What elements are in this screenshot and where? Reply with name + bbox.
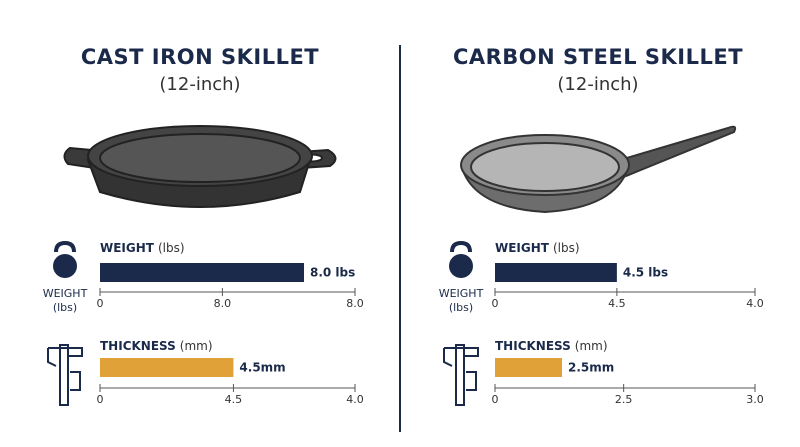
chart-title-text: WEIGHT xyxy=(495,241,550,255)
chart-title-text: THICKNESS xyxy=(100,339,176,353)
panel-subtitle: (12-inch) xyxy=(557,74,638,95)
x-tick-label: 4.0 xyxy=(346,393,364,406)
carbon-steel-pan xyxy=(460,125,737,214)
chart-unit: (lbs) xyxy=(158,241,185,255)
x-tick-label: 4.0 xyxy=(746,297,764,310)
chart-title: WEIGHT (lbs) xyxy=(495,241,580,255)
chart-unit: (mm) xyxy=(575,339,608,353)
cast-iron-pan xyxy=(63,125,337,208)
bar xyxy=(495,263,617,282)
chart-title: WEIGHT (lbs) xyxy=(100,241,185,255)
chart-title-text: THICKNESS xyxy=(495,339,571,353)
x-tick-label: 8.0 xyxy=(214,297,232,310)
bar xyxy=(100,263,304,282)
x-tick-label: 0 xyxy=(97,393,104,406)
chart-title-text: WEIGHT xyxy=(100,241,155,255)
x-tick-label: 0 xyxy=(97,297,104,310)
panel-title: CARBON STEEL SKILLET xyxy=(453,45,743,69)
chart-unit: (lbs) xyxy=(553,241,580,255)
value-label: 4.5mm xyxy=(239,361,285,375)
x-tick-label: 0 xyxy=(492,297,499,310)
icon-unit: (lbs) xyxy=(53,301,77,314)
x-tick-label: 4.5 xyxy=(608,297,626,310)
x-tick-label: 0 xyxy=(492,393,499,406)
chart-title: THICKNESS (mm) xyxy=(100,339,213,353)
panel-subtitle: (12-inch) xyxy=(159,74,240,95)
icon-unit: (lbs) xyxy=(449,301,473,314)
x-tick-label: 4.5 xyxy=(225,393,243,406)
x-tick-label: 2.5 xyxy=(615,393,633,406)
x-tick-label: 3.0 xyxy=(746,393,764,406)
value-label: 8.0 lbs xyxy=(310,266,355,280)
bar xyxy=(100,358,234,377)
panel-title: CAST IRON SKILLET xyxy=(81,45,319,69)
value-label: 2.5mm xyxy=(568,361,614,375)
kettlebell-icon xyxy=(53,240,473,278)
icon-label: WEIGHT xyxy=(439,287,484,300)
icon-label: WEIGHT xyxy=(43,287,88,300)
chart-title: THICKNESS (mm) xyxy=(495,339,608,353)
caliper-icon xyxy=(47,344,479,406)
chart-unit: (mm) xyxy=(180,339,213,353)
bar xyxy=(495,358,563,377)
value-label: 4.5 lbs xyxy=(623,266,668,280)
x-tick-label: 8.0 xyxy=(346,297,364,310)
